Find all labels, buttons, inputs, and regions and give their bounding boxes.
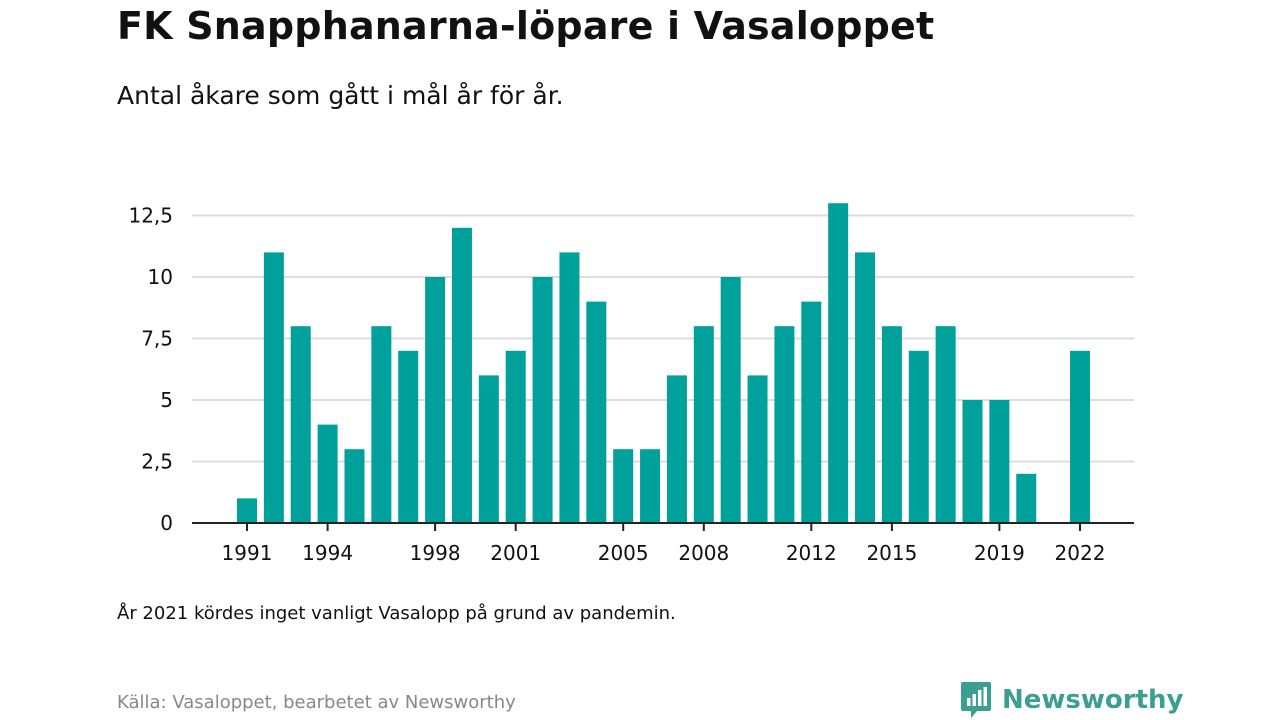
bar [1070,350,1090,523]
bar [371,326,392,523]
brand-name: Newsworthy [1002,685,1184,715]
bar [505,350,526,523]
x-tick-label: 2005 [598,541,649,565]
bar [989,400,1010,523]
bar [425,277,446,523]
bar [586,301,607,523]
bar [398,350,419,523]
bar [532,277,553,523]
bar [263,252,284,523]
bar-chart-icon [961,682,991,718]
bar [559,252,580,523]
bar [344,449,365,523]
x-tick-label: 1994 [302,541,353,565]
bar-chart: 0 2,5 5 7,5 10 12,5 1991 1994 1998 2001 2005 2008 20… [128,203,1134,565]
x-tick-label: 2012 [786,541,837,565]
x-tick-label: 1998 [410,541,461,565]
bar [237,498,257,523]
x-tick-label: 2008 [678,541,729,565]
x-tick-label: 1991 [222,541,273,565]
bar [935,326,956,523]
bar [666,375,687,523]
chart-note: År 2021 kördes inget vanligt Vasalopp på… [117,603,676,624]
x-tick-label: 2022 [1055,541,1106,565]
bar [881,326,902,523]
bar [747,375,768,523]
x-tick-label: 2015 [866,541,917,565]
bar [855,252,876,523]
y-tick-label: 2,5 [141,450,173,474]
bar [451,227,472,524]
chart-subtitle: Antal åkare som gått i mål år för år. [117,81,564,110]
chart-title: FK Snapphanarna-löpare i Vasaloppet [117,4,935,48]
bar [613,449,634,523]
bar [774,326,795,523]
bar [317,424,338,523]
bar [801,301,822,523]
bar [828,203,849,523]
x-tick-label: 2001 [490,541,541,565]
brand-logo: Newsworthy [960,680,1183,720]
bar [640,449,661,523]
bar [1016,473,1037,523]
source-credit: Källa: Vasaloppet, bearbetet av Newswort… [117,692,516,713]
x-tick-label: 2019 [974,541,1025,565]
bar [290,326,311,523]
bar [478,375,499,523]
bar [962,400,983,523]
bar [908,350,929,523]
y-tick-label: 12,5 [128,204,173,228]
y-tick-label: 7,5 [141,327,173,351]
y-tick-label: 0 [160,511,173,535]
bar [693,326,714,523]
bar [720,277,741,523]
y-tick-label: 5 [160,388,173,412]
y-tick-label: 10 [148,265,173,289]
